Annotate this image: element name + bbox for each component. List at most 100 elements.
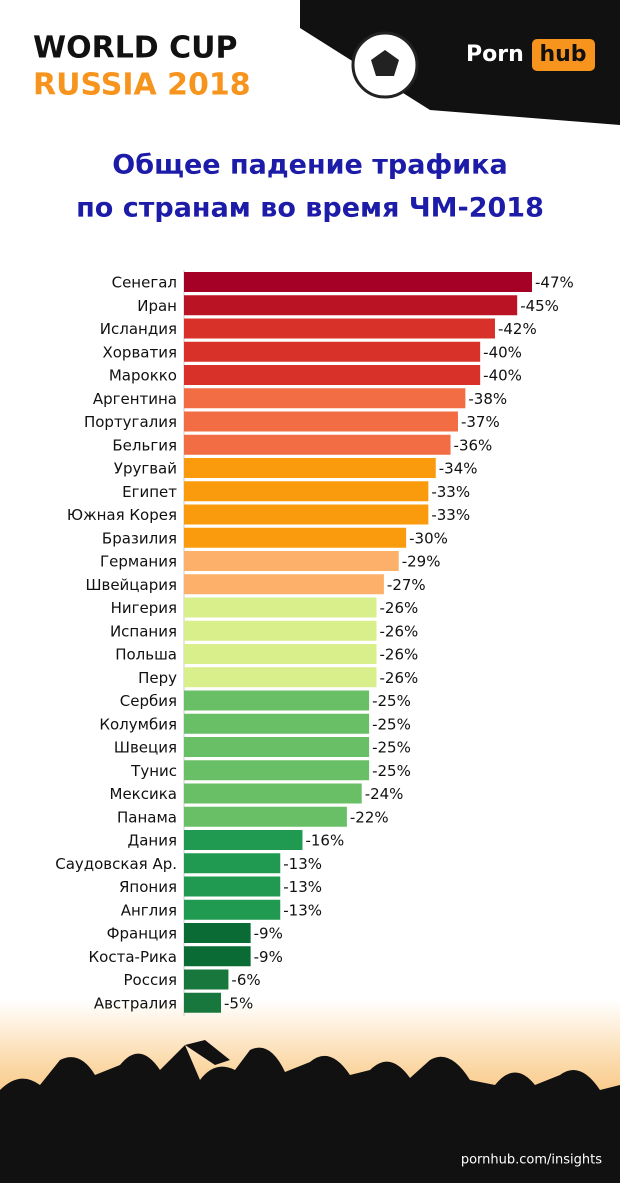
logo-left: Porn bbox=[466, 42, 524, 67]
value-label: -47% bbox=[535, 274, 574, 292]
value-label: -13% bbox=[283, 901, 322, 919]
bar bbox=[184, 574, 384, 595]
category-label: Коста-Рика bbox=[89, 948, 177, 966]
category-label: Саудовская Ар. bbox=[55, 855, 177, 873]
crowd bbox=[0, 1045, 620, 1183]
value-label: -38% bbox=[468, 390, 507, 408]
value-label: -40% bbox=[483, 343, 522, 361]
bar bbox=[184, 458, 436, 478]
bar bbox=[184, 434, 451, 455]
category-label: Япония bbox=[119, 878, 177, 896]
value-label: -37% bbox=[461, 413, 500, 431]
value-label: -9% bbox=[254, 948, 283, 966]
category-label: Уругвай bbox=[114, 460, 177, 478]
category-label: Швейцария bbox=[85, 576, 177, 594]
value-label: -6% bbox=[231, 971, 260, 989]
category-label: Швеция bbox=[114, 739, 177, 757]
category-label: Иран bbox=[137, 297, 177, 315]
category-label: Австралия bbox=[94, 994, 177, 1012]
value-label: -26% bbox=[380, 599, 419, 617]
category-label: Германия bbox=[100, 553, 177, 571]
bar bbox=[184, 411, 458, 432]
value-label: -26% bbox=[380, 646, 419, 664]
bar bbox=[184, 853, 281, 874]
category-label: Панама bbox=[117, 808, 177, 826]
value-label: -36% bbox=[454, 436, 493, 454]
category-label: Аргентина bbox=[93, 390, 177, 408]
category-label: Марокко bbox=[109, 367, 177, 385]
value-label: -26% bbox=[380, 669, 419, 687]
value-label: -13% bbox=[283, 878, 322, 896]
bar bbox=[184, 830, 303, 850]
category-label: Тунис bbox=[130, 762, 177, 780]
category-label: Колумбия bbox=[99, 715, 177, 733]
value-label: -9% bbox=[254, 925, 283, 943]
value-label: -29% bbox=[402, 553, 441, 571]
chart-title: Общее падение трафика bbox=[112, 150, 507, 181]
value-label: -45% bbox=[520, 297, 559, 315]
category-label: Южная Корея bbox=[67, 506, 177, 524]
category-label: Испания bbox=[110, 622, 177, 640]
value-label: -13% bbox=[283, 855, 322, 873]
bar bbox=[184, 481, 429, 502]
value-label: -40% bbox=[483, 367, 522, 385]
bar bbox=[184, 992, 222, 1013]
category-label: Бельгия bbox=[112, 436, 177, 454]
header-line2: RUSSIA 2018 bbox=[33, 68, 251, 103]
value-label: -5% bbox=[224, 994, 253, 1012]
value-label: -24% bbox=[365, 785, 404, 803]
footer: pornhub.com/insights bbox=[461, 1153, 602, 1168]
bar bbox=[184, 388, 466, 409]
value-label: -27% bbox=[387, 576, 426, 594]
value-label: -25% bbox=[372, 715, 411, 733]
category-label: Исландия bbox=[100, 320, 177, 338]
bar bbox=[184, 551, 399, 571]
bar bbox=[184, 923, 251, 943]
logo-right: hub bbox=[539, 42, 586, 67]
header-shape bbox=[300, 0, 620, 125]
bar bbox=[184, 806, 347, 827]
category-label: Англия bbox=[121, 901, 177, 919]
value-label: -42% bbox=[498, 320, 537, 338]
category-label: Египет bbox=[122, 483, 177, 501]
chart-title: по странам во время ЧМ-2018 bbox=[76, 193, 544, 224]
bar bbox=[184, 295, 518, 316]
category-label: Перу bbox=[138, 669, 177, 687]
value-label: -33% bbox=[431, 483, 470, 501]
bar bbox=[184, 318, 495, 339]
category-label: Франция bbox=[107, 925, 177, 943]
bar bbox=[184, 644, 377, 664]
bar bbox=[184, 620, 377, 641]
logo-box bbox=[532, 39, 595, 71]
bar bbox=[184, 760, 370, 781]
value-label: -33% bbox=[431, 506, 470, 524]
bar bbox=[184, 737, 370, 757]
category-label: Бразилия bbox=[102, 529, 177, 547]
value-label: -25% bbox=[372, 739, 411, 757]
category-label: Хорватия bbox=[102, 343, 177, 361]
category-label: Мексика bbox=[110, 785, 177, 803]
bar bbox=[184, 713, 370, 734]
header-line1: WORLD CUP bbox=[33, 31, 238, 66]
bar bbox=[184, 504, 429, 525]
bar bbox=[184, 272, 532, 292]
value-label: -25% bbox=[372, 762, 411, 780]
scarves bbox=[185, 1040, 455, 1090]
bar bbox=[184, 876, 281, 897]
category-label: Нигерия bbox=[111, 599, 177, 617]
ball-patch bbox=[371, 50, 399, 76]
bar bbox=[184, 365, 481, 385]
category-label: Дания bbox=[128, 832, 178, 850]
value-label: -26% bbox=[380, 622, 419, 640]
value-label: -22% bbox=[350, 808, 389, 826]
bar bbox=[184, 969, 229, 990]
bar bbox=[184, 597, 377, 618]
bar bbox=[184, 899, 281, 920]
value-label: -34% bbox=[439, 460, 478, 478]
category-label: Сербия bbox=[120, 692, 177, 710]
bar bbox=[184, 667, 377, 688]
category-label: Польша bbox=[115, 646, 177, 664]
category-label: Сенегал bbox=[112, 274, 177, 292]
value-label: -30% bbox=[409, 529, 448, 547]
